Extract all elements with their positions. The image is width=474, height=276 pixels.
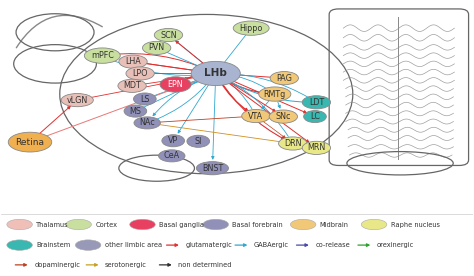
Text: Basal forebrain: Basal forebrain [232, 222, 283, 227]
Text: orexinergic: orexinergic [377, 242, 414, 248]
Text: SI: SI [194, 137, 202, 146]
Ellipse shape [304, 111, 326, 123]
Ellipse shape [84, 48, 120, 63]
Text: other limbic area: other limbic area [105, 242, 162, 248]
Ellipse shape [233, 21, 269, 35]
Text: MS: MS [129, 107, 141, 116]
Text: co-release: co-release [316, 242, 350, 248]
Ellipse shape [302, 96, 330, 109]
Ellipse shape [279, 137, 307, 150]
Ellipse shape [130, 219, 155, 230]
Ellipse shape [7, 219, 32, 230]
Text: serotonergic: serotonergic [105, 262, 147, 268]
Text: Basal ganglia: Basal ganglia [159, 222, 204, 227]
Ellipse shape [61, 94, 93, 107]
Text: BNST: BNST [202, 164, 223, 173]
Ellipse shape [134, 93, 156, 105]
Text: Cortex: Cortex [95, 222, 117, 227]
Text: LHA: LHA [125, 57, 141, 66]
Text: SNc: SNc [275, 112, 291, 121]
Ellipse shape [269, 110, 298, 123]
Ellipse shape [155, 28, 182, 42]
Text: PAG: PAG [276, 74, 292, 83]
Ellipse shape [259, 87, 291, 101]
Ellipse shape [143, 41, 171, 55]
Text: LDT: LDT [309, 98, 324, 107]
Text: RMTg: RMTg [264, 90, 286, 99]
Text: vLGN: vLGN [67, 95, 88, 105]
Ellipse shape [158, 150, 185, 162]
Ellipse shape [361, 219, 387, 230]
Ellipse shape [75, 240, 101, 250]
Ellipse shape [119, 55, 147, 68]
Text: CeA: CeA [164, 151, 180, 160]
Text: mPFC: mPFC [91, 51, 114, 60]
Ellipse shape [118, 79, 146, 92]
Text: non determined: non determined [178, 262, 232, 268]
Ellipse shape [134, 117, 160, 129]
Ellipse shape [196, 162, 228, 175]
Text: LPO: LPO [132, 69, 148, 78]
Ellipse shape [270, 71, 299, 85]
Ellipse shape [8, 132, 52, 152]
FancyArrowPatch shape [16, 15, 102, 48]
Text: PVN: PVN [148, 43, 165, 52]
Ellipse shape [291, 219, 316, 230]
Text: LS: LS [140, 94, 150, 104]
Text: EPN: EPN [168, 80, 183, 89]
Text: MRN: MRN [307, 144, 326, 152]
Ellipse shape [126, 67, 155, 80]
Text: Hippo: Hippo [239, 24, 263, 33]
Text: Thalamus: Thalamus [36, 222, 69, 227]
Ellipse shape [162, 135, 184, 147]
Text: Retina: Retina [16, 138, 45, 147]
Ellipse shape [124, 105, 147, 117]
Text: glutamatergic: glutamatergic [185, 242, 232, 248]
Text: GABAergic: GABAergic [254, 242, 289, 248]
Ellipse shape [187, 135, 210, 147]
Ellipse shape [160, 77, 191, 92]
Text: VP: VP [168, 136, 178, 145]
Text: LC: LC [310, 112, 320, 121]
Ellipse shape [7, 240, 32, 250]
Ellipse shape [66, 219, 91, 230]
Ellipse shape [242, 110, 270, 123]
Text: dopaminergic: dopaminergic [34, 262, 80, 268]
Text: MDT: MDT [123, 81, 141, 90]
Ellipse shape [203, 219, 228, 230]
Text: DRN: DRN [284, 139, 301, 148]
Text: SCN: SCN [160, 31, 177, 39]
Ellipse shape [191, 61, 240, 86]
Text: Brainstem: Brainstem [36, 242, 71, 248]
Text: VTA: VTA [248, 112, 264, 121]
Text: LHb: LHb [204, 68, 227, 78]
Text: NAc: NAc [139, 118, 155, 128]
Text: Midbrain: Midbrain [319, 222, 349, 227]
Ellipse shape [302, 141, 330, 155]
Text: Raphe nucleus: Raphe nucleus [391, 222, 439, 227]
